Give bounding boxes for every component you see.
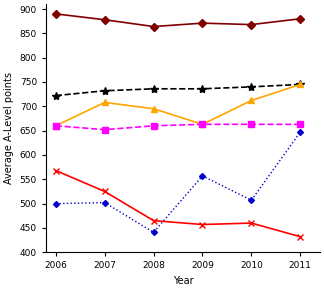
X-axis label: Year: Year — [173, 276, 193, 286]
Y-axis label: Average A-Level points: Average A-Level points — [4, 72, 14, 184]
